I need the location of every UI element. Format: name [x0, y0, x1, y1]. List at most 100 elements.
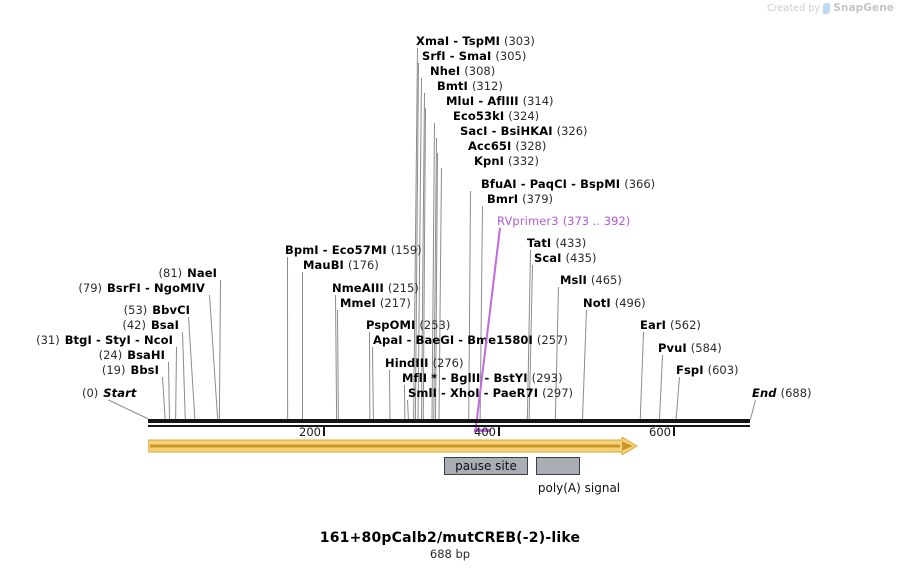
- enzyme-name: MluI - AflIII: [446, 94, 519, 108]
- enzyme-leader-line: [337, 309, 339, 420]
- enzyme-label[interactable]: ScaI (435): [534, 252, 596, 264]
- enzyme-position: (79): [78, 281, 103, 295]
- enzyme-leader-line: [287, 256, 289, 420]
- enzyme-name: ScaI: [534, 251, 562, 265]
- enzyme-position: (496): [614, 296, 646, 310]
- enzyme-name: BsaHI: [127, 348, 165, 362]
- enzyme-label[interactable]: SrfI - SmaI (305): [422, 50, 526, 62]
- enzyme-leader-line: [188, 316, 196, 420]
- orf-arrow[interactable]: [148, 437, 638, 455]
- enzyme-name: SmlI - XhoI - PaeR7I: [408, 386, 539, 400]
- ruler-tick: [323, 427, 325, 436]
- watermark-created-by: Created by: [766, 2, 821, 14]
- enzyme-label[interactable]: SmlI - XhoI - PaeR7I (297): [408, 387, 573, 399]
- enzyme-label[interactable]: TatI (433): [527, 237, 586, 249]
- enzyme-position: (328): [515, 139, 547, 153]
- enzyme-label[interactable]: BmtI (312): [437, 80, 503, 92]
- enzyme-label[interactable]: ApaI - BaeGI - Bme1580I (257): [373, 334, 568, 346]
- enzyme-position: (314): [522, 94, 554, 108]
- enzyme-label[interactable]: PvuI (584): [658, 342, 722, 354]
- enzyme-position: (332): [508, 154, 539, 168]
- enzyme-leader-line: [209, 294, 219, 420]
- enzyme-position: (81): [158, 266, 183, 280]
- primer-name: RVprimer3: [497, 214, 559, 228]
- enzyme-position: (603): [707, 363, 739, 377]
- enzyme-position: (303): [504, 34, 535, 48]
- enzyme-label[interactable]: NheI (308): [430, 65, 495, 77]
- enzyme-label[interactable]: HindIII (276): [385, 357, 463, 369]
- enzyme-label[interactable]: (79) BsrFI - NgoMIV: [0, 282, 205, 294]
- enzyme-position: (42): [122, 318, 146, 332]
- enzyme-position: (465): [590, 273, 622, 287]
- enzyme-name: MslI: [560, 273, 587, 287]
- enzyme-label[interactable]: (31) BtgI - StyI - NcoI: [0, 334, 173, 346]
- enzyme-label[interactable]: EarI (562): [640, 319, 701, 331]
- enzyme-label[interactable]: (24) BsaHI: [0, 349, 165, 361]
- enzyme-leader-line: [404, 384, 406, 420]
- enzyme-position: (379): [522, 192, 554, 206]
- enzyme-label[interactable]: SacI - BsiHKAI (326): [460, 125, 588, 137]
- feature-label-pause-site: pause site: [455, 459, 517, 473]
- terminal-leader-line: [108, 399, 149, 420]
- enzyme-name: BbvCI: [152, 303, 190, 317]
- enzyme-label[interactable]: MslI (465): [560, 274, 622, 286]
- enzyme-leader-line: [162, 376, 166, 420]
- ruler-tick: [498, 427, 500, 436]
- ruler-label: 600: [649, 425, 671, 439]
- enzyme-name: Acc65I: [468, 139, 512, 153]
- enzyme-label[interactable]: KpnI (332): [474, 155, 539, 167]
- enzyme-label[interactable]: (19) BbsI: [0, 364, 159, 376]
- enzyme-leader-line: [168, 361, 170, 419]
- snapgene-logo-icon: [822, 2, 831, 14]
- start-name: Start: [103, 386, 137, 400]
- enzyme-name: MauBI: [303, 258, 344, 272]
- enzyme-name: PspOMI: [366, 318, 416, 332]
- enzyme-position: (159): [390, 243, 422, 257]
- enzyme-label[interactable]: MauBI (176): [303, 259, 379, 271]
- enzyme-label[interactable]: (81) NaeI: [0, 267, 217, 279]
- enzyme-position: (19): [101, 363, 126, 377]
- enzyme-label[interactable]: (42) BsaI: [0, 319, 179, 331]
- enzyme-label[interactable]: BpmI - Eco57MI (159): [285, 244, 422, 256]
- enzyme-position: (324): [508, 109, 540, 123]
- enzyme-name: FspI: [676, 363, 704, 377]
- enzyme-label[interactable]: MluI - AflIII (314): [446, 95, 554, 107]
- primer-span-bar[interactable]: [474, 429, 491, 432]
- feature-box-polya-signal[interactable]: [536, 457, 580, 475]
- enzyme-position: (308): [464, 64, 496, 78]
- enzyme-name: NaeI: [187, 266, 217, 280]
- enzyme-name: BbsI: [130, 363, 159, 377]
- sequence-backbone[interactable]: [148, 419, 750, 423]
- enzyme-name: SacI - BsiHKAI: [460, 124, 553, 138]
- page-subtitle: 688 bp: [429, 547, 471, 561]
- enzyme-label[interactable]: BfuAI - PaqCI - BspMI (366): [481, 178, 655, 190]
- enzyme-leader-line: [675, 376, 680, 420]
- enzyme-label[interactable]: PspOMI (253): [366, 319, 450, 331]
- start-label: (0) Start: [82, 387, 137, 399]
- enzyme-name: KpnI: [474, 154, 505, 168]
- enzyme-position: (53): [123, 303, 148, 317]
- enzyme-leader-line: [182, 331, 186, 420]
- enzyme-label[interactable]: FspI (603): [676, 364, 739, 376]
- enzyme-label[interactable]: XmaI - TspMI (303): [416, 35, 535, 47]
- watermark-product-name: SnapGene: [833, 2, 894, 14]
- enzyme-label[interactable]: (53) BbvCI: [0, 304, 190, 316]
- enzyme-leader-line: [407, 399, 409, 420]
- enzyme-label[interactable]: Eco53kI (324): [453, 110, 539, 122]
- enzyme-label[interactable]: MflI * - BglII - BstYI (293): [402, 372, 563, 384]
- enzyme-position: (433): [555, 236, 587, 250]
- enzyme-label[interactable]: MmeI (217): [340, 297, 411, 309]
- feature-box-pause-site[interactable]: pause site: [444, 457, 528, 475]
- enzyme-label[interactable]: NotI (496): [583, 297, 646, 309]
- enzyme-label[interactable]: NmeAIII (215): [332, 282, 419, 294]
- enzyme-name: BsaI: [150, 318, 179, 332]
- enzyme-leader-line: [372, 346, 374, 420]
- enzyme-label[interactable]: BmrI (379): [487, 193, 553, 205]
- enzyme-name: NmeAIII: [332, 281, 384, 295]
- enzyme-leader-line: [659, 354, 663, 420]
- enzyme-leader-line: [369, 331, 371, 420]
- enzyme-position: (435): [565, 251, 597, 265]
- primer-label-rvprimer3[interactable]: RVprimer3 (373 .. 392): [497, 215, 630, 227]
- enzyme-name: HindIII: [385, 356, 429, 370]
- enzyme-label[interactable]: Acc65I (328): [468, 140, 546, 152]
